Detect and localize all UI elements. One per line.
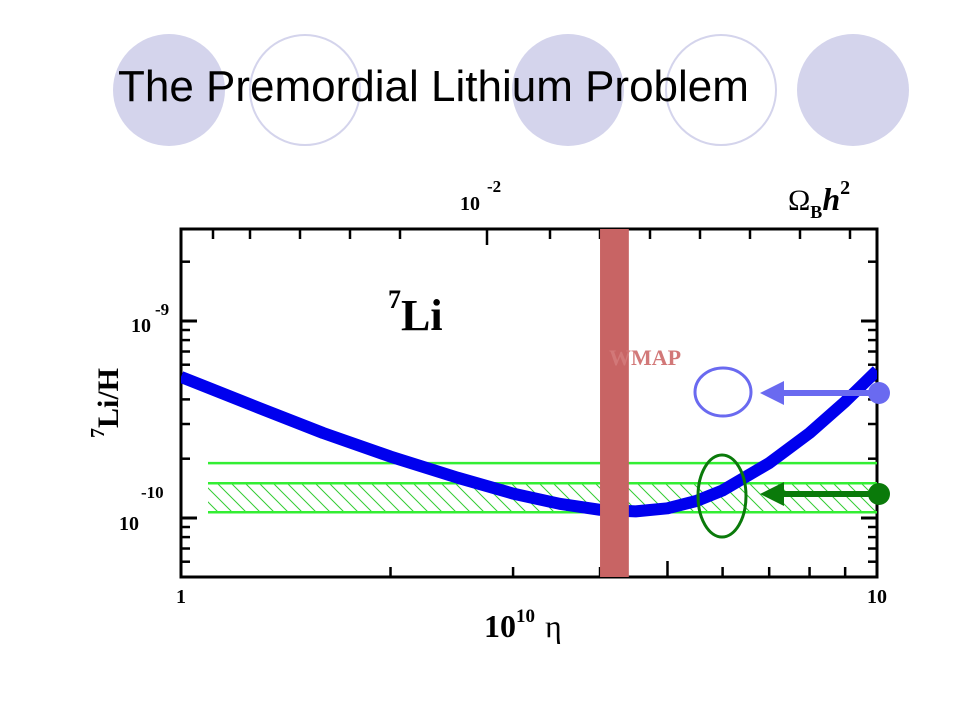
slide-title: The Premordial Lithium Problem <box>118 62 749 111</box>
plot-frame <box>179 227 879 579</box>
top-axis-tick-label: 10 -2 <box>460 177 501 215</box>
predicted-intersection-highlight <box>693 366 753 418</box>
y-tick-base: 10 <box>131 315 151 337</box>
lithium-annotation-symbol: Li <box>401 291 443 340</box>
top-axis-h: h <box>822 181 840 217</box>
y-tick-label: 10-9 <box>131 300 169 337</box>
x-axis-label-exp: 10 <box>516 606 535 627</box>
y-axis-label-text: Li/H <box>92 368 125 428</box>
x-axis-label-base: 10 <box>484 608 516 644</box>
top-tick-base: 10 <box>460 193 480 215</box>
top-axis-label: ΩBh2 <box>788 177 850 222</box>
decorative-circle <box>797 34 909 146</box>
decorative-ring <box>665 34 777 146</box>
x-tick-label: 10 <box>867 586 887 608</box>
observed-intersection-highlight <box>696 453 748 539</box>
top-axis-sub: B <box>810 202 822 222</box>
x-axis-label: 1010 η <box>484 606 562 644</box>
y-tick-label: 10-10 <box>119 483 164 535</box>
observed-value-marker <box>868 483 890 505</box>
top-axis-omega: Ω <box>788 184 810 217</box>
y-axis-label: 7Li/H <box>87 368 125 438</box>
top-tick-exp: -2 <box>487 177 501 196</box>
decorative-circle <box>512 34 624 146</box>
predicted-value-marker <box>868 382 890 404</box>
x-axis-label-symbol: η <box>545 608 562 644</box>
observed-arrow <box>760 482 875 506</box>
top-axis-sup: 2 <box>840 177 850 199</box>
x-tick-label: 1 <box>176 586 186 608</box>
decorative-ring <box>249 34 361 146</box>
y-axis-label-mass: 7 <box>87 428 109 438</box>
axis-ticks <box>181 229 877 577</box>
predicted-arrow <box>760 381 875 405</box>
wmap-band <box>600 229 629 577</box>
y-tick-base: 10 <box>119 513 139 535</box>
lithium-annotation: 7Li <box>388 285 443 340</box>
wmap-label: WMAP <box>609 345 681 370</box>
decorative-circle <box>113 34 225 146</box>
lithium-annotation-mass: 7 <box>388 285 401 314</box>
y-tick-exp: -9 <box>155 300 169 319</box>
y-tick-exp: -10 <box>141 483 164 502</box>
